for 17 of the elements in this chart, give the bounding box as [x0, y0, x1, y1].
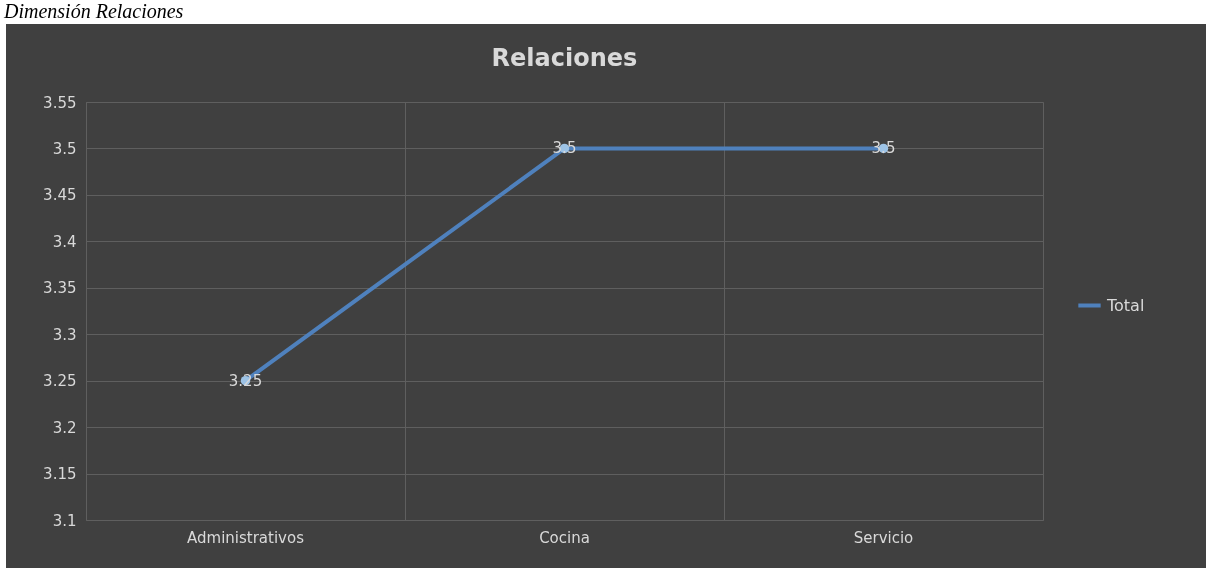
- x-tick-label: Administrativos: [187, 528, 305, 547]
- x-tick-label: Servicio: [853, 528, 914, 547]
- legend-label: Total: [1106, 295, 1145, 315]
- y-tick-label: 3.35: [43, 279, 77, 298]
- y-tick-label: 3.3: [52, 325, 77, 344]
- chart-title: Relaciones: [491, 44, 638, 72]
- y-tick-label: 3.5: [52, 139, 77, 158]
- y-tick-label: 3.1: [52, 511, 77, 530]
- y-tick-label: 3.25: [43, 372, 77, 391]
- x-tick-label: Cocina: [539, 528, 590, 547]
- y-tick-label: 3.4: [52, 232, 77, 251]
- y-tick-label: 3.15: [43, 465, 77, 484]
- y-tick-label: 3.55: [43, 93, 77, 112]
- text: Dimensión Relaciones: [3, 0, 185, 24]
- y-tick-label: 3.45: [43, 186, 77, 205]
- y-tick-label: 3.2: [52, 418, 77, 437]
- data-label: 3.5: [552, 139, 577, 158]
